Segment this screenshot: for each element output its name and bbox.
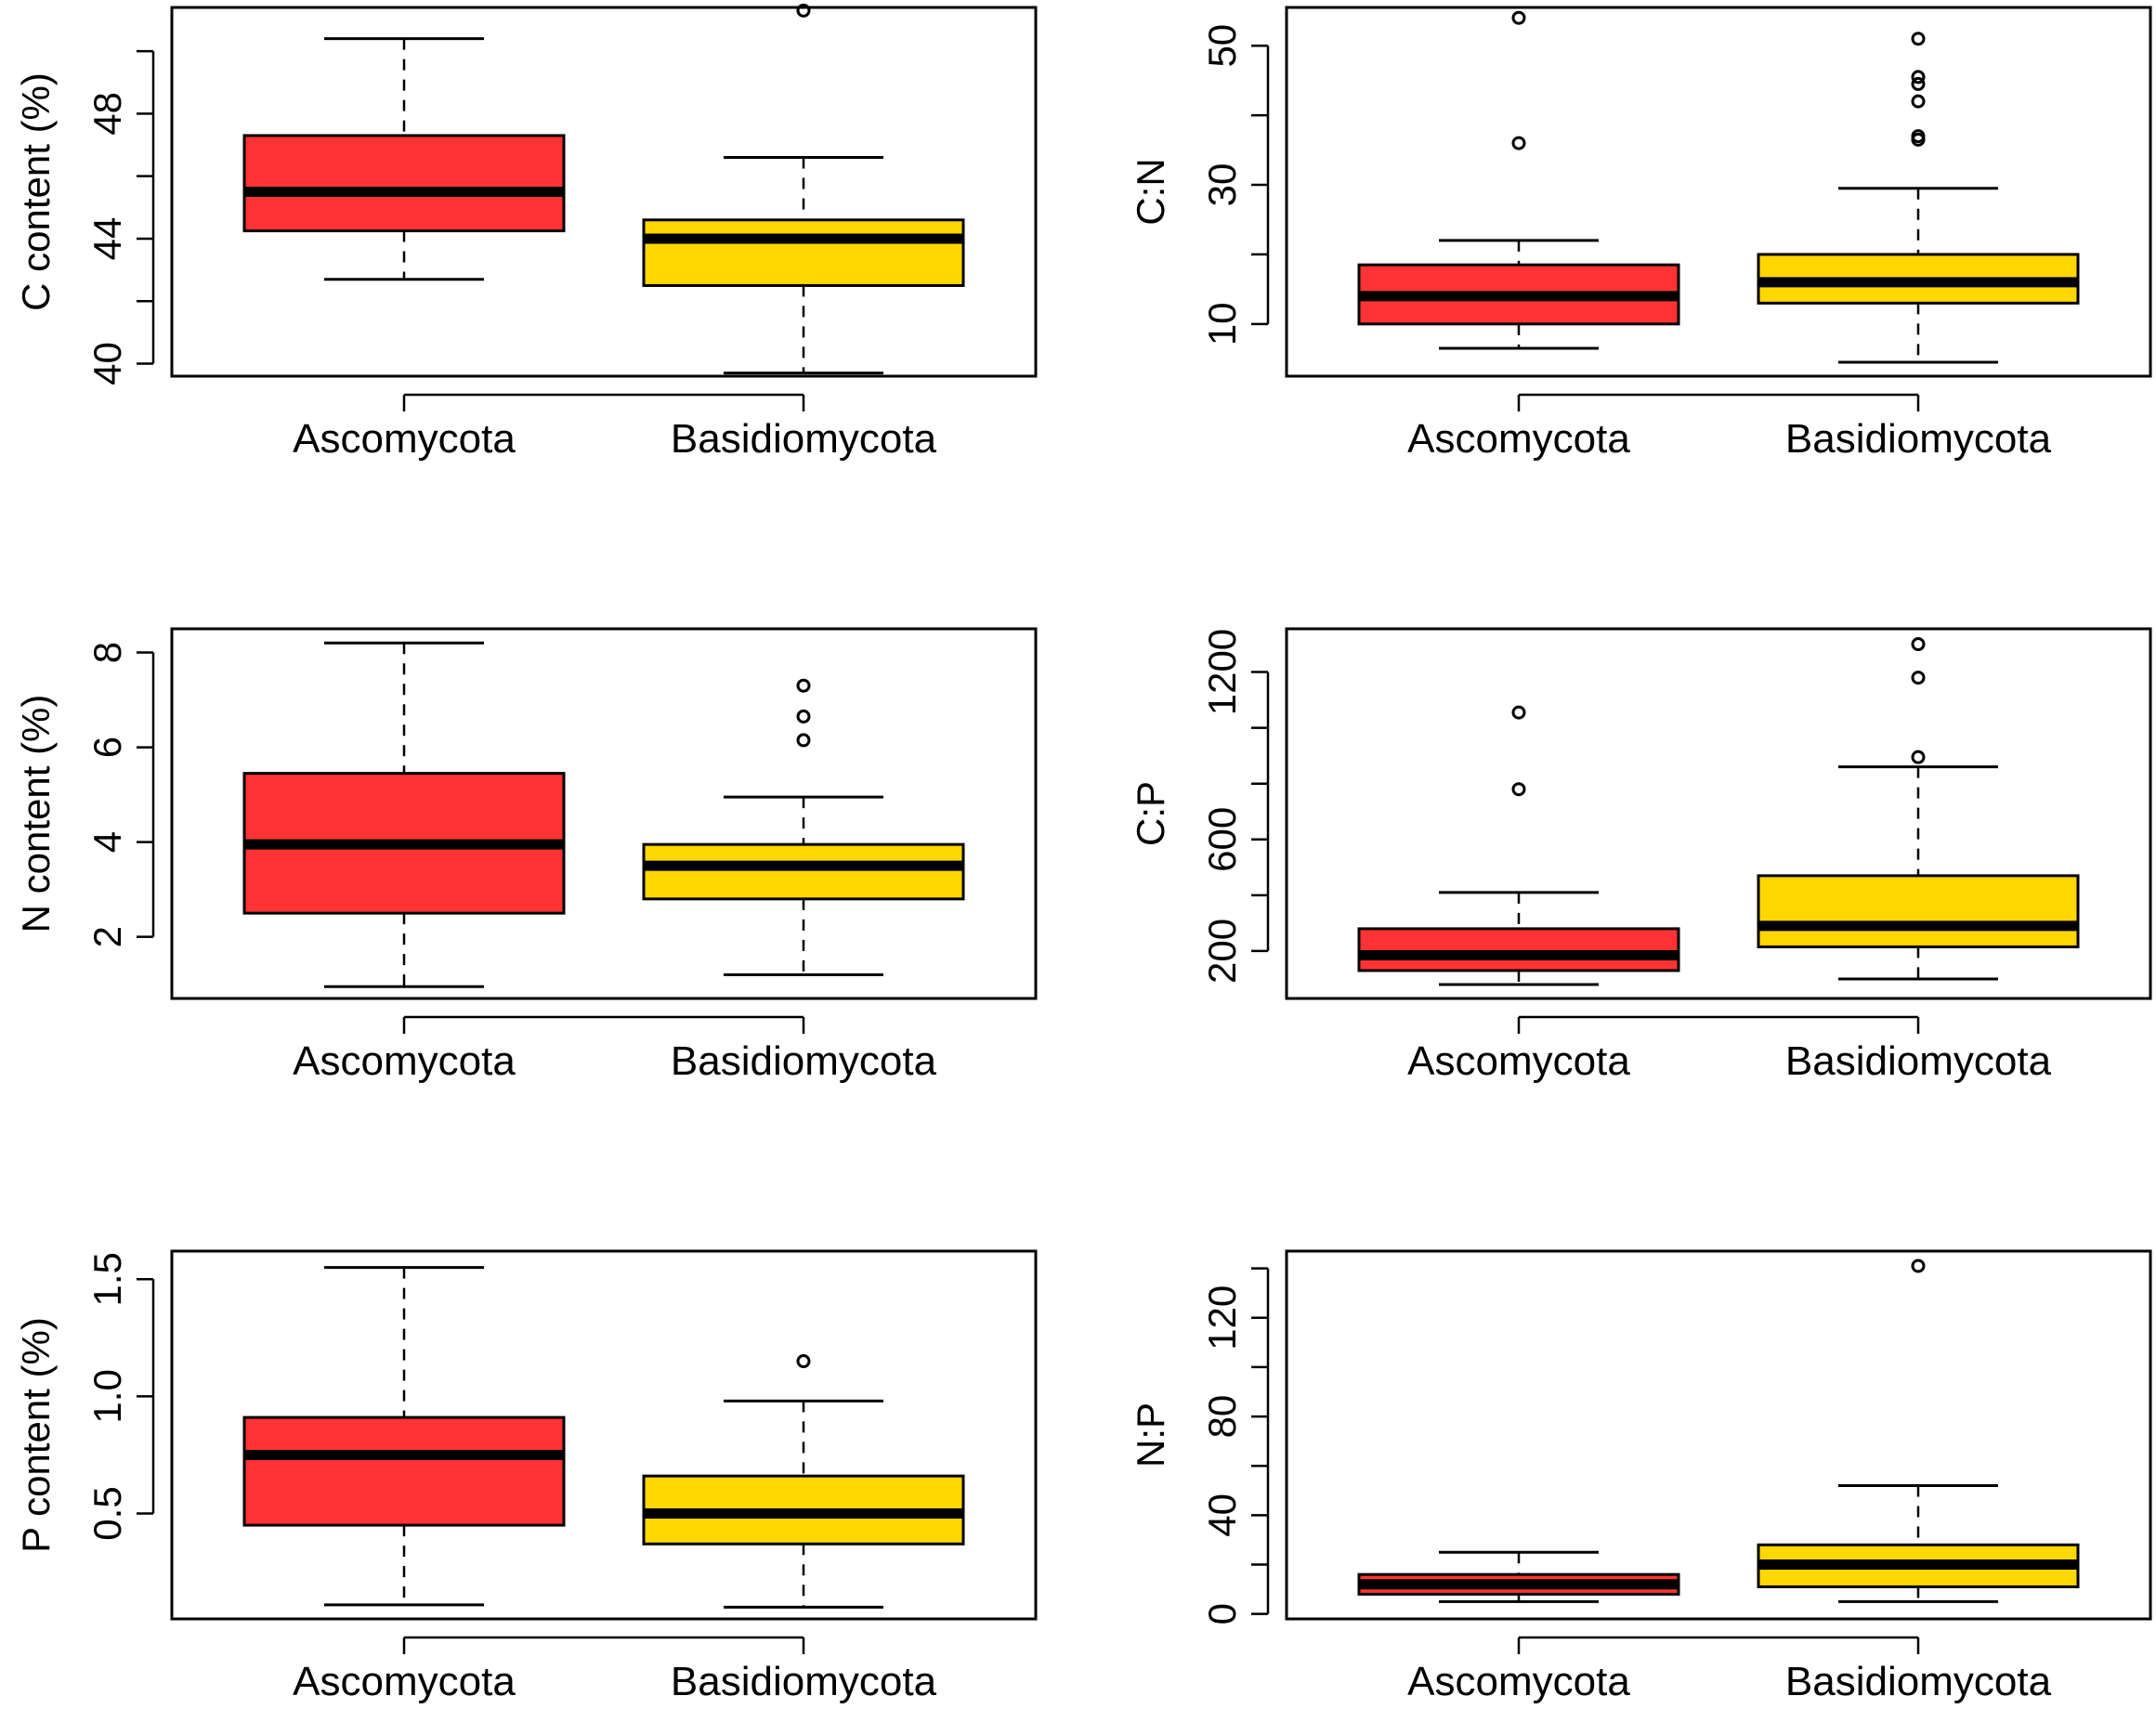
plot-frame [170,627,1038,1000]
box-ascomycota [242,134,566,233]
outlier-point [796,733,811,748]
x-category-label: Basidiomycota [1785,416,2052,462]
y-tick-label: 50 [1200,24,1244,68]
x-category-label: Ascomycota [1407,1659,1630,1704]
outlier-point [1911,129,1926,144]
plot-frame [170,1249,1038,1621]
x-category-label: Basidiomycota [1785,1038,2052,1084]
y-tick-label: 1.0 [85,1369,129,1423]
x-category-label: Ascomycota [293,1659,516,1704]
y-tick-label: 80 [1200,1395,1244,1439]
outlier-point [1911,94,1926,109]
y-tick-label: 1.5 [85,1252,129,1306]
y-axis-title: C:P [1129,781,1172,846]
chart-panel-4: 200 600 1200 C:P Ascomycota Basidiomycota [1129,627,2152,1084]
y-tick-label: 120 [1200,1285,1244,1350]
y-axis-title: C content (%) [14,72,58,311]
outlier-point [796,709,811,724]
y-tick-label: 48 [85,92,129,136]
outlier-point [1511,705,1526,720]
chart-panel-5: 0.5 1.0 1.5 P content (%) Ascomycota Basidiom… [14,1249,1038,1704]
outlier-point [1911,637,1926,652]
x-category-label: Ascomycota [293,416,516,462]
y-tick-label: 40 [1200,1494,1244,1537]
box-ascomycota [242,1415,566,1527]
outlier-point [1511,136,1526,150]
x-category-label: Basidiomycota [671,1659,937,1704]
box-basidiomycota [1757,874,2080,948]
outlier-point [1911,1259,1926,1273]
y-tick-label: 0.5 [85,1486,129,1540]
chart-panel-2: 10 30 50 C:N Ascomycota Basidiomycota [1129,6,2152,462]
y-tick-label: 40 [85,342,129,385]
plot-frame [1285,6,2152,378]
chart-panel-6: 0 40 80 120 N:P Ascomycota Basidiomycota [1129,1249,2152,1704]
plot-frame [170,6,1038,378]
chart-panel-1: 40 44 48 C content (%) Ascomycota Basidiomyco… [14,3,1038,462]
y-tick-label: 8 [85,642,129,663]
plot-frame [1285,627,2152,1000]
plot-frame [1285,1249,2152,1621]
y-tick-label: 4 [85,831,129,853]
outlier-point [1911,76,1926,91]
outlier-point [1511,782,1526,797]
y-tick-label: 2 [85,926,129,947]
outlier-point [1911,671,1926,685]
chart-panel-3: 2 4 6 8 N content (%) Ascomycota Basidiomycota [14,627,1038,1084]
y-tick-label: 30 [1200,163,1244,207]
y-tick-label: 600 [1200,807,1244,872]
x-category-label: Basidiomycota [671,416,937,462]
y-axis-title: N content (%) [14,695,58,933]
box-basidiomycota [642,218,965,287]
y-tick-label: 1200 [1200,629,1244,715]
x-category-label: Ascomycota [1407,1038,1630,1084]
y-axis-title: P content (%) [14,1317,58,1553]
outlier-point [796,1354,811,1369]
y-tick-label: 44 [85,217,129,261]
y-axis-title: N:P [1129,1402,1172,1468]
x-category-label: Ascomycota [1407,416,1630,462]
y-tick-label: 200 [1200,919,1244,984]
outlier-point [1911,750,1926,764]
box-ascomycota [1357,927,1680,972]
y-tick-label: 6 [85,737,129,758]
y-axis-title: C:N [1129,158,1172,225]
x-category-label: Basidiomycota [671,1038,937,1084]
x-category-label: Basidiomycota [1785,1659,2052,1704]
outlier-point [796,678,811,693]
x-category-label: Ascomycota [293,1038,516,1084]
y-tick-label: 10 [1200,302,1244,346]
outlier-point [1911,32,1926,46]
outlier-point [796,3,811,18]
outlier-point [1911,70,1926,85]
y-tick-label: 0 [1200,1603,1244,1624]
outlier-point [1511,10,1526,25]
box-basidiomycota [642,842,965,901]
